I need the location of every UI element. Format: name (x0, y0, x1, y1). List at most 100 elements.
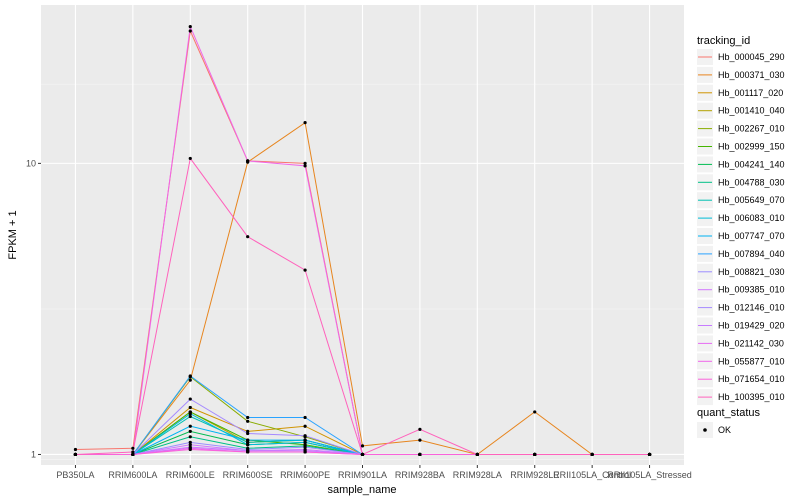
data-point (188, 405, 192, 410)
legend-label: Hb_071654_010 (718, 374, 785, 384)
y-tick-label: 1 (31, 449, 36, 459)
legend-item: Hb_007747_070 (697, 228, 785, 244)
data-point (647, 452, 652, 457)
legend-label: Hb_000045_290 (718, 52, 785, 62)
data-point (131, 452, 135, 457)
legend-item: Hb_005649_070 (697, 192, 785, 209)
data-point (303, 121, 307, 125)
data-point (418, 438, 422, 442)
data-point (73, 447, 78, 452)
data-point (303, 450, 307, 454)
data-point (246, 450, 250, 454)
y-tick-label: 10 (26, 158, 36, 168)
data-point (246, 440, 250, 445)
data-point (188, 156, 192, 161)
data-point (246, 415, 250, 420)
data-point (303, 415, 307, 420)
legend-label: Hb_008821_030 (718, 267, 785, 277)
legend-label: Hb_021142_030 (718, 338, 784, 348)
quant-status-label: OK (718, 425, 731, 435)
legend-item: Hb_008821_030 (697, 263, 785, 280)
legend-item: Hb_001117_020 (697, 84, 783, 101)
data-point (303, 161, 307, 165)
data-point (246, 438, 250, 442)
legend-label: Hb_100395_010 (718, 392, 785, 402)
data-points (73, 25, 652, 457)
data-point (360, 452, 365, 457)
legend-item: Hb_019429_020 (697, 317, 785, 334)
legend-item: Hb_055877_010 (697, 353, 785, 370)
quant-status-item: OK (697, 422, 731, 438)
data-point (246, 443, 250, 447)
x-tick-label: RRIM600SE (223, 470, 273, 480)
legend-label: Hb_001410_040 (718, 106, 785, 116)
legend-item: Hb_000371_030 (697, 66, 785, 83)
legend-label: Hb_007747_070 (718, 231, 785, 241)
x-axis-title: sample_name (327, 484, 396, 496)
data-point (303, 424, 307, 428)
legend-item: Hb_012146_010 (697, 299, 785, 316)
legend-item: Hb_004788_030 (697, 174, 785, 191)
data-point (188, 435, 192, 439)
data-point (73, 452, 78, 457)
data-point (303, 164, 307, 168)
legend-label: Hb_055877_010 (718, 356, 785, 366)
legend-title: tracking_id (697, 35, 750, 47)
x-tick-label: PB350LA (56, 470, 94, 480)
data-point (418, 452, 422, 457)
data-point (188, 414, 192, 419)
legend-label: Hb_012146_010 (718, 303, 785, 313)
legend-item: Hb_071654_010 (697, 371, 785, 388)
legend-item: Hb_100395_010 (697, 389, 785, 406)
legend-item: Hb_007894_040 (697, 245, 785, 262)
data-point (188, 429, 192, 434)
x-tick-label: RRIM600LA (108, 470, 157, 480)
x-axis: PB350LA RRIM600LA RRIM600LE RRIM600SE RRIM60… (56, 465, 692, 480)
data-point (131, 450, 135, 454)
legend-label: Hb_000371_030 (718, 70, 785, 80)
legend-label: Hb_009385_010 (718, 285, 785, 295)
legend-label: Hb_004241_140 (718, 159, 785, 169)
quant-status-key-point (703, 428, 707, 432)
data-point (188, 443, 192, 447)
legend: tracking_id Hb_000045_290Hb_000371_030Hb… (697, 35, 785, 438)
x-tick-label: RRII105LA_Stressed (607, 470, 692, 480)
legend-item: Hb_021142_030 (697, 335, 784, 352)
x-tick-label: RRIM901LA (338, 470, 387, 480)
data-point (303, 438, 307, 442)
legend-item: Hb_006083_010 (697, 210, 785, 227)
legend-item: Hb_001410_040 (697, 102, 785, 119)
legend-item: Hb_004241_140 (697, 156, 785, 173)
data-point (360, 444, 365, 448)
data-point (131, 446, 135, 450)
legend-items: Hb_000045_290 Hb_000371_030 Hb_001117_020 H… (697, 49, 785, 406)
data-point (475, 452, 479, 457)
data-point (303, 268, 307, 272)
legend-label: Hb_001117_020 (718, 88, 783, 98)
x-tick-label: RRIM600LE (166, 470, 215, 480)
legend-label: Hb_007894_040 (718, 249, 785, 259)
legend-label: Hb_004788_030 (718, 177, 785, 187)
x-tick-label: RRIM928LA (453, 470, 502, 480)
quant-status-title: quant_status (697, 407, 760, 419)
legend-item: Hb_002267_010 (697, 120, 785, 137)
data-point (188, 424, 192, 428)
data-point (188, 378, 192, 382)
data-point (246, 235, 250, 239)
data-point (246, 431, 250, 436)
legend-label: Hb_019429_020 (718, 321, 785, 331)
data-point (418, 427, 422, 431)
legend-label: Hb_005649_070 (718, 195, 785, 205)
data-point (303, 445, 307, 449)
data-point (188, 440, 192, 445)
data-point (533, 410, 537, 414)
data-point (188, 29, 192, 33)
gridlines (41, 5, 684, 465)
data-point (188, 412, 192, 416)
legend-label: Hb_002999_150 (718, 142, 785, 152)
quant-status-items: OK (697, 422, 731, 438)
legend-item: Hb_009385_010 (697, 281, 785, 298)
y-axis: 1 10 (26, 158, 41, 459)
x-tick-label: RRIM928BA (395, 470, 445, 480)
